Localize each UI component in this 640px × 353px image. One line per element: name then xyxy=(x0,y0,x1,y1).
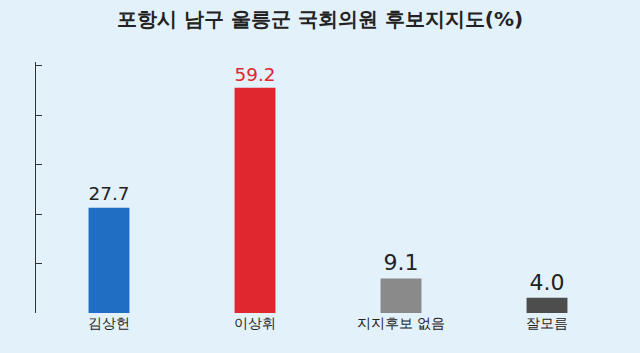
svg-text:27.7: 27.7 xyxy=(89,183,130,204)
svg-text:59.2: 59.2 xyxy=(235,64,276,85)
svg-text:김상헌: 김상헌 xyxy=(88,315,130,331)
svg-text:9.1: 9.1 xyxy=(384,250,419,275)
svg-text:지지후보 없음: 지지후보 없음 xyxy=(357,315,445,331)
svg-text:이상휘: 이상휘 xyxy=(234,315,276,331)
svg-text:잘모름: 잘모름 xyxy=(526,315,568,331)
svg-text:포항시 남구 울릉군 국회의원 후보지지도(%): 포항시 남구 울릉군 국회의원 후보지지도(%) xyxy=(117,7,523,31)
svg-text:4.0: 4.0 xyxy=(530,270,565,295)
